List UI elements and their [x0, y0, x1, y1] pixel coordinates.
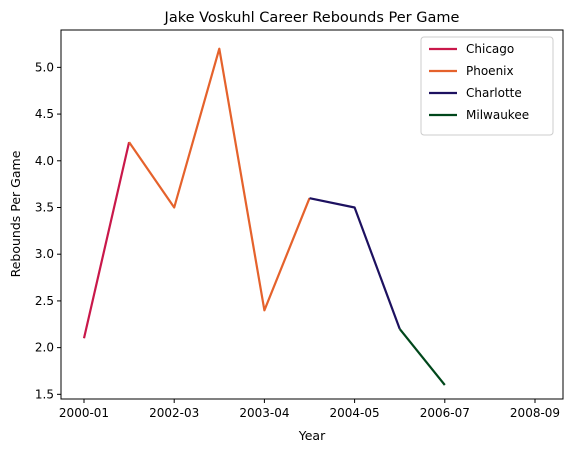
y-tick-label: 3.0: [35, 247, 54, 261]
y-axis-label: Rebounds Per Game: [8, 150, 23, 277]
series-line-charlotte: [309, 197, 401, 330]
x-tick-label: 2006-07: [420, 406, 470, 420]
y-axis-ticks: 1.5 2.0 2.5 3.0 3.5 4.0 4.5 5.0: [35, 60, 61, 401]
series-line-chicago: [82, 141, 131, 339]
legend-box: [420, 36, 554, 136]
x-tick-label: 2003-04: [239, 406, 289, 420]
legend-label-charlotte: Charlotte: [466, 86, 522, 100]
x-axis-label: Year: [298, 428, 326, 443]
x-tick-label: 2002-03: [149, 406, 199, 420]
y-tick-label: 2.5: [35, 294, 54, 308]
y-tick-label: 4.5: [35, 107, 54, 121]
y-tick-label: 5.0: [35, 60, 54, 74]
legend-label-phoenix: Phoenix: [466, 64, 514, 78]
y-tick-label: 1.5: [35, 387, 54, 401]
legend-label-milwaukee: Milwaukee: [466, 108, 529, 122]
legend: Chicago Phoenix Charlotte Milwaukee: [420, 36, 554, 136]
x-tick-label: 2008-09: [510, 406, 560, 420]
series-line-phoenix: [128, 47, 311, 312]
x-axis-ticks: 2000-01 2002-03 2003-04 2004-05 2006-07 2008-…: [59, 399, 560, 420]
y-tick-label: 3.5: [35, 200, 54, 214]
chart-title: Jake Voskuhl Career Rebounds Per Game: [164, 10, 460, 26]
y-tick-label: 4.0: [35, 154, 54, 168]
y-tick-label: 2.0: [35, 341, 54, 355]
x-tick-label: 2004-05: [330, 406, 380, 420]
series-lines: [82, 47, 446, 386]
series-line-milwaukee: [398, 328, 446, 386]
plot-area: [60, 29, 564, 400]
legend-label-chicago: Chicago: [466, 42, 514, 56]
x-tick-label: 2000-01: [59, 406, 109, 420]
